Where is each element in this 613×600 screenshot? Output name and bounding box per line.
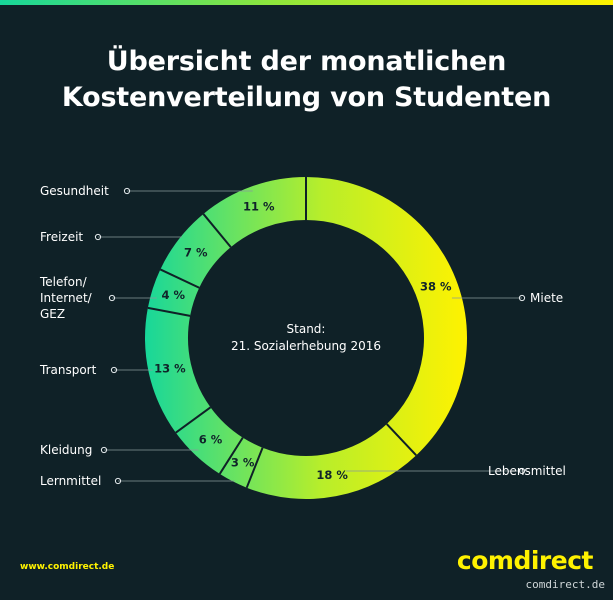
slice-separator-2 bbox=[386, 423, 417, 457]
category-label-1: Miete bbox=[530, 291, 563, 305]
category-label-group-3: Lernmittel bbox=[40, 474, 235, 488]
top-gradient-bar bbox=[0, 0, 613, 5]
leader-dot-7 bbox=[94, 233, 102, 241]
donut-slice-6 bbox=[147, 269, 200, 316]
leader-dot-3 bbox=[114, 477, 122, 485]
category-label-6-line-3: GEZ bbox=[40, 307, 65, 321]
donut-slice-8 bbox=[203, 177, 306, 248]
value-label-5: 13 % bbox=[154, 361, 186, 375]
category-label-4: Kleidung bbox=[40, 443, 92, 457]
slice-separator-3 bbox=[245, 447, 264, 489]
leader-dot-4 bbox=[100, 446, 108, 454]
chart-title-line-2: Kostenverteilung von Studenten bbox=[61, 82, 552, 113]
chart-title-line-1: Übersicht der monatlichen bbox=[106, 46, 507, 77]
leader-dot-8 bbox=[123, 187, 131, 195]
slice-separator-5 bbox=[175, 406, 212, 434]
slice-separator-7 bbox=[159, 268, 200, 289]
donut-slice-4 bbox=[175, 407, 243, 474]
category-label-group-2: Lebensmittel bbox=[346, 464, 566, 478]
value-label-2: 18 % bbox=[316, 468, 348, 482]
value-label-6: 4 % bbox=[162, 288, 186, 302]
donut-slice-3 bbox=[219, 437, 263, 488]
donut-slice-2 bbox=[246, 424, 417, 499]
slice-separator-8 bbox=[202, 213, 232, 248]
category-label-7: Freizeit bbox=[40, 230, 83, 244]
category-label-group-8: Gesundheit bbox=[40, 184, 253, 198]
category-label-group-6: Telefon/Internet/GEZ bbox=[39, 275, 157, 321]
category-label-3: Lernmittel bbox=[40, 474, 101, 488]
slice-separator-6 bbox=[147, 306, 191, 317]
value-label-4: 6 % bbox=[199, 433, 223, 447]
donut-slice-7 bbox=[160, 213, 231, 288]
leader-dot-1 bbox=[518, 294, 526, 302]
category-label-2: Lebensmittel bbox=[488, 464, 566, 478]
leader-dot-5 bbox=[110, 366, 118, 374]
category-label-6-line-1: Telefon/ bbox=[39, 275, 88, 289]
value-label-3: 3 % bbox=[231, 455, 255, 469]
footer-url[interactable]: www.comdirect.de bbox=[20, 562, 115, 572]
category-label-5: Transport bbox=[39, 363, 97, 377]
category-label-group-1: Miete bbox=[451, 291, 563, 305]
brand-url: comdirect.de bbox=[525, 578, 605, 591]
leader-dot-2 bbox=[518, 467, 526, 475]
category-label-group-5: Transport bbox=[39, 363, 153, 377]
value-label-7: 7 % bbox=[184, 245, 208, 259]
category-label-6-line-2: Internet/ bbox=[40, 291, 93, 305]
chart-title: Übersicht der monatlichen Kostenverteilu… bbox=[0, 44, 613, 116]
value-label-8: 11 % bbox=[243, 200, 275, 214]
brand-logo: comdirect bbox=[456, 546, 594, 575]
category-label-group-4: Kleidung bbox=[40, 443, 199, 457]
category-label-group-7: Freizeit bbox=[40, 230, 182, 244]
value-label-1: 38 % bbox=[420, 280, 452, 294]
slice-separator-4 bbox=[218, 437, 244, 475]
center-text-line-1: Stand: bbox=[287, 322, 326, 336]
donut-slice-1 bbox=[306, 177, 468, 456]
center-text-line-2: 21. Sozialerhebung 2016 bbox=[231, 339, 381, 353]
donut-slice-5 bbox=[145, 307, 211, 433]
category-label-8: Gesundheit bbox=[40, 184, 109, 198]
leader-dot-6 bbox=[108, 294, 116, 302]
